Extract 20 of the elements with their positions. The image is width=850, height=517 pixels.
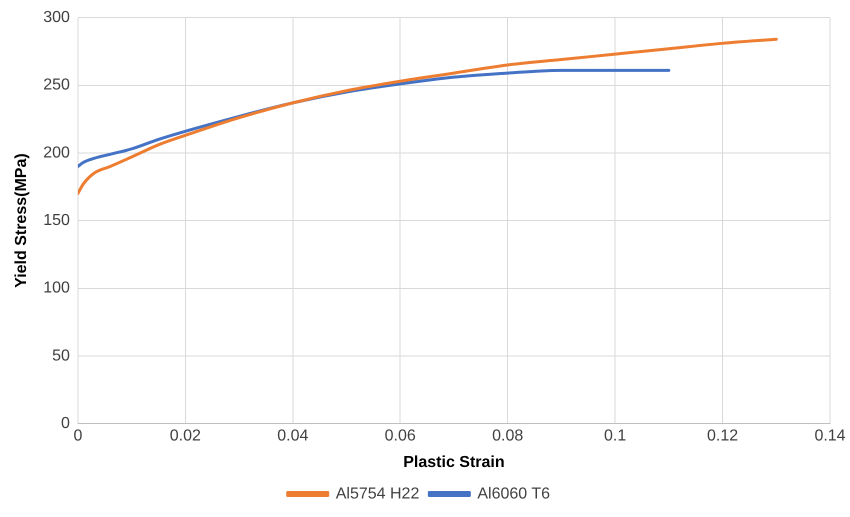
y-axis-title: Yield Stress(MPa) <box>13 153 30 288</box>
legend-label: Al5754 H22 <box>336 485 420 502</box>
y-tick-label: 100 <box>43 280 70 297</box>
y-tick-label: 0 <box>60 415 70 432</box>
x-tick-label: 0.1 <box>604 428 626 445</box>
x-tick-label: 0.14 <box>814 428 846 445</box>
x-tick-label: 0.04 <box>277 428 308 445</box>
x-tick-label: 0 <box>73 428 82 445</box>
legend-label: Al6060 T6 <box>477 485 550 502</box>
y-tick-label: 150 <box>43 212 70 230</box>
y-tick-label: 50 <box>52 347 70 364</box>
y-tick-label: 200 <box>43 144 70 162</box>
x-tick-label: 0.02 <box>170 428 202 445</box>
x-tick-label: 0.12 <box>706 428 738 445</box>
x-axis-title: Plastic Strain <box>403 454 505 471</box>
x-tick-label: 0.08 <box>492 428 524 445</box>
line-series <box>78 38 778 196</box>
y-tick-label: 300 <box>43 9 70 26</box>
x-tick-label: 0.06 <box>384 428 416 445</box>
y-tick-label: 250 <box>43 76 70 94</box>
